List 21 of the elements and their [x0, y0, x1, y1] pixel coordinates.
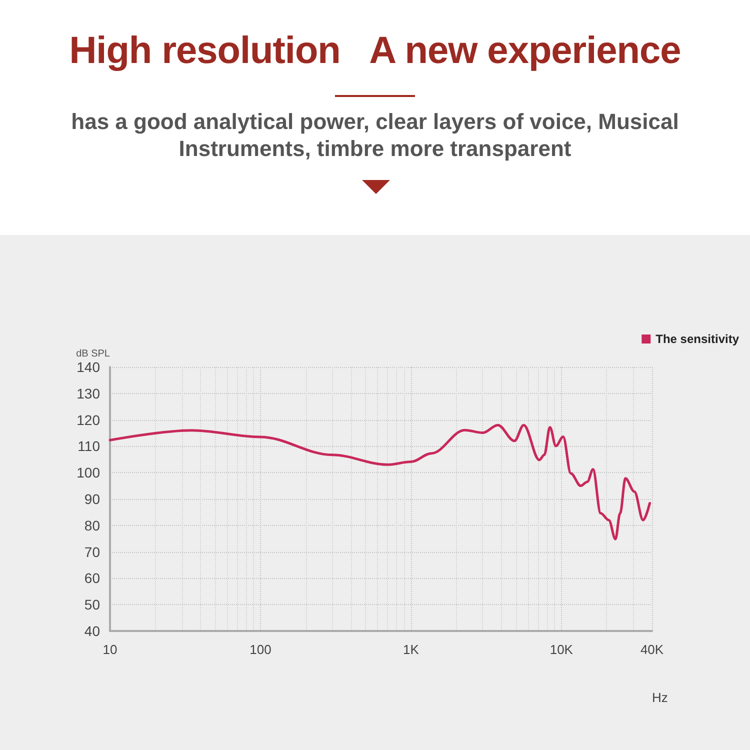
- y-tick-label: 40: [84, 623, 100, 639]
- y-tick-label: 90: [84, 491, 100, 507]
- chart-title: High resolution A new experience: [68, 30, 682, 73]
- y-tick-label: 70: [84, 544, 100, 560]
- y-axis-title: dB SPL: [76, 348, 110, 360]
- y-tick-label: 100: [76, 464, 100, 481]
- legend-label: The sensitivity: [656, 332, 740, 346]
- x-tick-label: 10: [102, 642, 118, 657]
- x-tick-label: 1K: [402, 642, 420, 657]
- x-tick-label: 40K: [640, 642, 664, 657]
- y-tick-label: 140: [76, 359, 100, 375]
- y-tick-label: 80: [84, 517, 100, 534]
- y-tick-label: 110: [78, 438, 100, 454]
- x-tick-label: 10K: [550, 642, 574, 657]
- y-tick-label: 50: [84, 596, 100, 613]
- y-tick-label: 60: [84, 570, 100, 586]
- y-tick-label: 120: [76, 412, 100, 428]
- x-axis-title: Hz: [652, 690, 668, 705]
- y-tick-label: 130: [76, 385, 100, 402]
- x-tick-label: 100: [250, 642, 272, 657]
- chart-subtitle: has a good analytical power, clear layers of voice, Musical Instruments, timbre more transparent: [70, 108, 680, 162]
